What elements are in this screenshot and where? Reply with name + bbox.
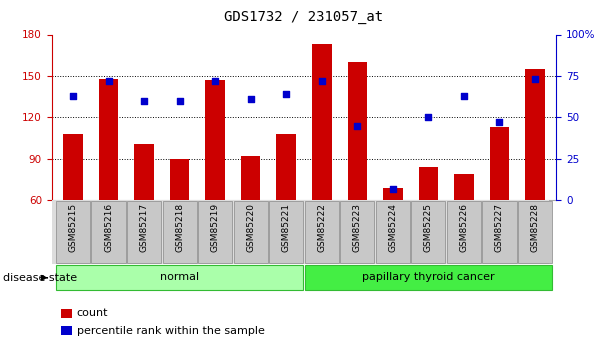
Bar (340, 201, 375, 263)
Text: percentile rank within the sample: percentile rank within the sample (77, 326, 264, 335)
Bar (525, 69, 545, 200)
Bar (305, 265, 552, 290)
Point (282, 91, 291, 97)
Text: GSM85225: GSM85225 (424, 203, 433, 252)
Text: count: count (77, 308, 108, 318)
Bar (277, 134, 296, 200)
Bar (312, 44, 331, 200)
Bar (489, 127, 510, 200)
Bar (162, 201, 196, 263)
Text: GDS1732 / 231057_at: GDS1732 / 231057_at (224, 10, 384, 24)
Point (104, 78, 114, 83)
Bar (269, 201, 303, 263)
Point (388, 186, 398, 191)
Point (459, 93, 469, 99)
Point (174, 98, 184, 104)
Bar (518, 201, 552, 263)
Bar (305, 201, 339, 263)
Text: GSM85219: GSM85219 (210, 203, 219, 253)
Text: normal: normal (160, 272, 199, 282)
Bar (376, 201, 410, 263)
Bar (98, 79, 119, 200)
Text: GSM85224: GSM85224 (389, 203, 398, 252)
Bar (233, 201, 268, 263)
Text: GSM85220: GSM85220 (246, 203, 255, 252)
Point (353, 123, 362, 128)
Bar (419, 167, 438, 200)
Bar (447, 201, 481, 263)
Text: GSM85218: GSM85218 (175, 203, 184, 253)
Bar (134, 144, 154, 200)
Text: GSM85215: GSM85215 (69, 203, 77, 253)
Bar (91, 201, 126, 263)
Text: GSM85228: GSM85228 (531, 203, 539, 252)
Bar (63, 134, 83, 200)
Point (210, 78, 220, 83)
Text: GSM85221: GSM85221 (282, 203, 291, 252)
Bar (412, 201, 446, 263)
Point (317, 78, 326, 83)
Point (424, 115, 434, 120)
Bar (348, 62, 367, 200)
Bar (170, 159, 189, 200)
Point (246, 96, 255, 102)
Text: GSM85226: GSM85226 (460, 203, 468, 252)
Point (494, 119, 504, 125)
Bar (383, 188, 402, 200)
Bar (127, 201, 161, 263)
Bar (198, 201, 232, 263)
Text: papillary thyroid cancer: papillary thyroid cancer (362, 272, 495, 282)
Point (530, 77, 540, 82)
Bar (56, 265, 303, 290)
Text: GSM85216: GSM85216 (104, 203, 113, 253)
Point (68, 93, 78, 99)
Text: GSM85223: GSM85223 (353, 203, 362, 252)
Text: GSM85227: GSM85227 (495, 203, 504, 252)
Bar (56, 201, 90, 263)
Text: GSM85222: GSM85222 (317, 203, 326, 252)
Bar (454, 174, 474, 200)
Point (139, 98, 149, 104)
Bar (241, 156, 260, 200)
Text: GSM85217: GSM85217 (140, 203, 148, 253)
Bar (206, 80, 225, 200)
Text: disease state: disease state (3, 273, 77, 283)
Bar (482, 201, 517, 263)
